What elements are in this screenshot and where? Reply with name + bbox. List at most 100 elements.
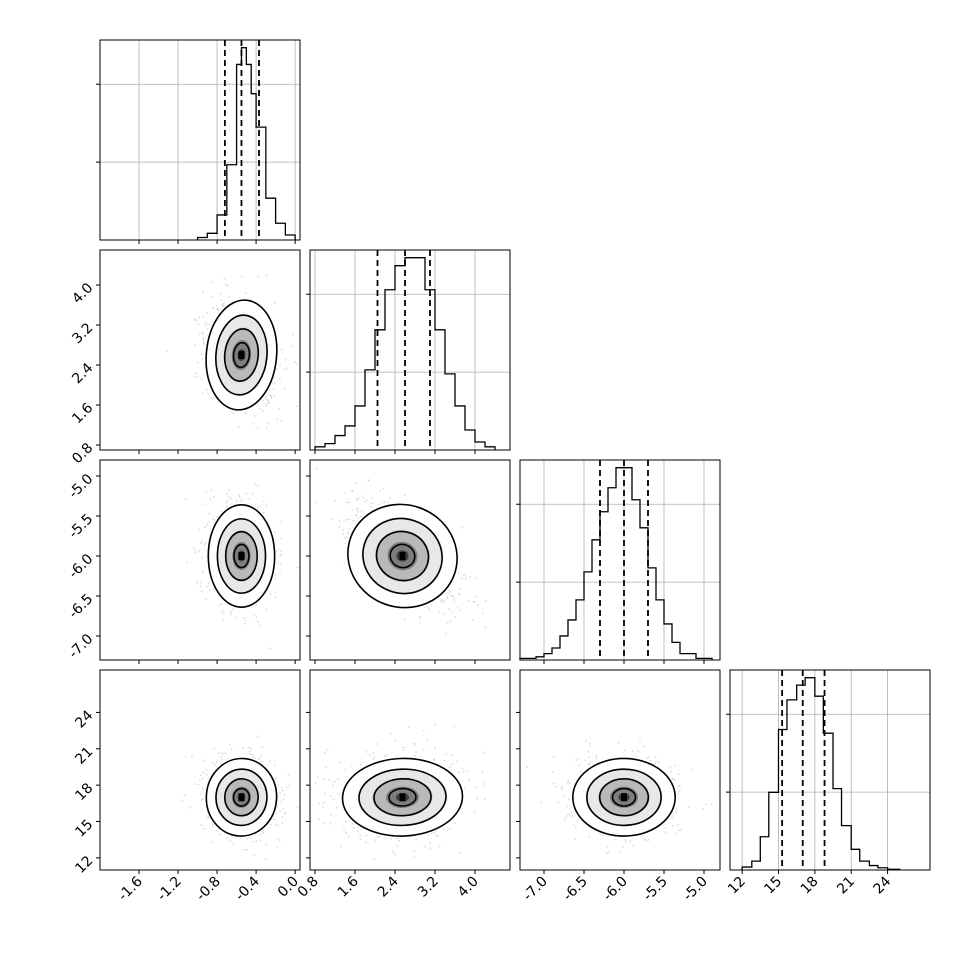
contour-3	[232, 787, 251, 807]
scatter-point	[225, 284, 228, 286]
scatter-point	[372, 758, 375, 760]
scatter-point	[268, 760, 271, 762]
scatter-point	[211, 841, 214, 844]
scatter-point	[318, 818, 320, 821]
scatter-point	[356, 499, 359, 501]
scatter-point	[205, 389, 208, 391]
scatter-point	[441, 599, 443, 601]
scatter-point	[194, 551, 196, 554]
scatter-point	[200, 353, 203, 356]
scatter-point	[196, 361, 199, 364]
scatter-point	[272, 388, 275, 390]
scatter-point	[351, 509, 354, 511]
scatter-point	[347, 518, 350, 521]
scatter-point	[624, 838, 627, 841]
scatter-point	[343, 829, 345, 831]
scatter-point	[429, 841, 432, 844]
scatter-point	[251, 840, 254, 843]
scatter-point	[220, 299, 223, 302]
scatter-point	[201, 540, 203, 543]
scatter-point	[268, 394, 270, 396]
scatter-point	[526, 766, 528, 769]
scatter-point	[295, 363, 298, 365]
scatter-point	[208, 513, 211, 515]
scatter-point	[679, 828, 682, 831]
scatter-point	[269, 592, 272, 595]
x-tick-label: -0.4	[232, 873, 263, 904]
scatter-point	[426, 834, 429, 837]
y-tick-label: 15	[72, 817, 96, 841]
scatter-point	[255, 616, 258, 618]
scatter-point	[457, 772, 460, 774]
scatter-point	[230, 748, 233, 751]
x-tick-label: 1.6	[335, 873, 362, 900]
scatter-point	[669, 766, 672, 769]
scatter-point	[435, 831, 437, 833]
scatter-point	[551, 771, 554, 773]
scatter-point	[246, 838, 249, 840]
hist-panel-0	[96, 39, 301, 241]
scatter-point	[474, 786, 477, 789]
contour-0	[205, 299, 278, 411]
scatter-point	[251, 423, 254, 425]
scatter-point	[332, 798, 335, 801]
scatter-point	[356, 830, 359, 832]
scatter-point	[200, 590, 203, 593]
scatter-point	[568, 782, 571, 784]
scatter-point	[231, 411, 233, 414]
scatter-point	[238, 495, 241, 498]
scatter-point	[476, 797, 479, 800]
scatter-point	[184, 755, 187, 758]
scatter-point	[270, 394, 272, 397]
scatter-point	[255, 840, 258, 842]
scatter-point	[269, 823, 272, 826]
scatter-point	[208, 582, 210, 585]
scatter-point	[208, 323, 211, 326]
hist-panel-3	[726, 669, 931, 871]
scatter-point	[213, 496, 215, 498]
scatter-point	[194, 783, 196, 785]
scatter-point	[396, 845, 399, 848]
y-tick-label: 4.0	[69, 280, 96, 307]
scatter-point	[414, 743, 416, 745]
scatter-point	[226, 499, 229, 502]
scatter-point	[201, 331, 204, 334]
scatter-point	[463, 574, 465, 577]
panel-frame	[99, 669, 301, 871]
scatter-point	[195, 372, 197, 375]
scatter-point	[671, 824, 674, 827]
scatter-point	[365, 834, 368, 837]
scatter-point	[279, 800, 282, 803]
scatter-point	[203, 342, 206, 345]
scatter-point	[252, 493, 254, 495]
contour-3	[388, 787, 417, 807]
scatter-point	[243, 622, 246, 625]
scatter-point	[262, 410, 264, 412]
scatter-point	[250, 837, 253, 840]
scatter-point	[245, 848, 248, 851]
scatter-point	[404, 618, 406, 621]
scatter-point	[204, 322, 207, 324]
scatter-point	[264, 396, 267, 399]
scatter-point	[575, 826, 577, 828]
scatter-point	[413, 754, 416, 757]
scatter-point	[555, 786, 558, 788]
scatter-point	[440, 600, 442, 603]
scatter-point	[473, 811, 476, 814]
scatter-point	[254, 757, 257, 760]
scatter-point	[595, 757, 598, 760]
scatter-point	[343, 562, 346, 565]
scatter-point	[322, 822, 325, 825]
scatter-point	[213, 747, 215, 750]
scatter-point	[567, 798, 570, 801]
scatter-point	[205, 541, 207, 544]
scatter-point	[275, 777, 278, 780]
density-peak	[238, 351, 245, 359]
scatter-point	[279, 378, 281, 380]
scatter-point	[561, 788, 564, 791]
scatter-point	[240, 275, 243, 278]
scatter-point	[568, 813, 571, 816]
scatter-point	[206, 773, 208, 776]
scatter-point	[570, 811, 573, 814]
